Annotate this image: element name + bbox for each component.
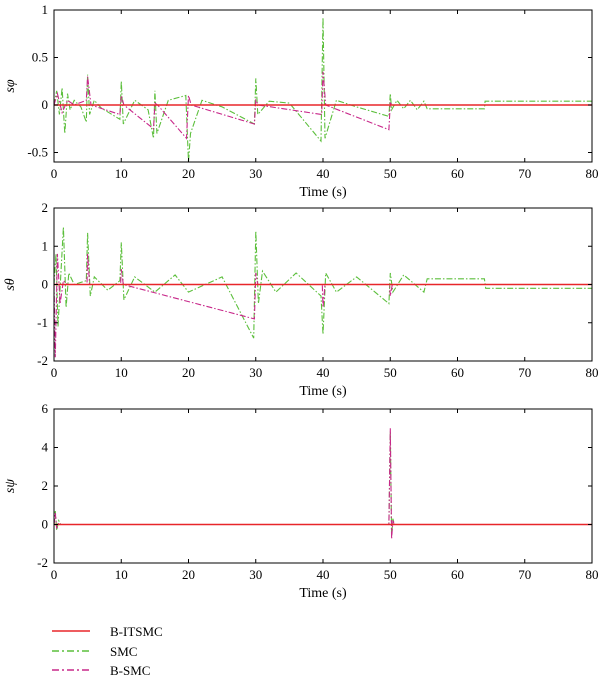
y-axis-label: sψ [3, 479, 18, 493]
y-tick-label: 0 [42, 97, 49, 112]
x-tick-label: 20 [182, 365, 195, 380]
x-tick-label: 0 [51, 365, 58, 380]
x-axis-label: Time (s) [299, 185, 347, 200]
x-tick-label: 30 [249, 567, 262, 582]
legend-label-smc: SMC [110, 644, 137, 659]
x-tick-label: 40 [317, 365, 330, 380]
legend-label-b-smc: B-SMC [110, 663, 150, 678]
x-tick-label: 0 [51, 567, 58, 582]
y-tick-label: 4 [42, 440, 49, 455]
series-smc-line [53, 432, 592, 537]
series-smc-line [53, 227, 592, 339]
x-tick-label: 30 [249, 365, 262, 380]
y-tick-label: 2 [42, 200, 49, 215]
x-axis-label: Time (s) [299, 586, 347, 601]
x-tick-label: 60 [451, 365, 464, 380]
x-tick-label: 50 [384, 365, 397, 380]
y-tick-label: 0 [42, 277, 49, 292]
y-tick-label: 0 [42, 517, 49, 532]
y-tick-label: -0.5 [27, 145, 48, 160]
y-axis-label: sθ [3, 278, 18, 290]
x-tick-label: 70 [518, 166, 531, 181]
x-tick-label: 10 [115, 365, 128, 380]
y-tick-label: 1 [42, 238, 49, 253]
x-tick-label: 0 [51, 166, 58, 181]
y-tick-label: -2 [37, 353, 48, 368]
x-tick-label: 10 [115, 166, 128, 181]
x-tick-label: 70 [518, 567, 531, 582]
subplot-2: 0 10 20 30 40 50 60 70 80 -2 -1 0 1 2 Time (s) sθ [3, 200, 599, 399]
y-tick-label: 2 [42, 478, 49, 493]
y-tick-label: -1 [37, 315, 48, 330]
series-b-smc-line [53, 428, 592, 539]
x-tick-label: 20 [182, 166, 195, 181]
y-tick-label: 6 [42, 401, 49, 416]
x-tick-label: 70 [518, 365, 531, 380]
y-tick-label: 1 [42, 2, 49, 17]
x-tick-label: 80 [586, 365, 599, 380]
x-tick-label: 10 [115, 567, 128, 582]
x-tick-label: 50 [384, 166, 397, 181]
series-b-smc-line [53, 253, 592, 358]
plot-frame [53, 408, 593, 564]
legend-label-b-itsmc: B-ITSMC [110, 624, 163, 639]
x-axis-label: Time (s) [299, 384, 347, 399]
y-tick-label: 0.5 [32, 50, 48, 65]
x-tick-label: 50 [384, 567, 397, 582]
x-tick-label: 30 [249, 166, 262, 181]
x-tick-label: 20 [182, 567, 195, 582]
x-tick-label: 80 [586, 166, 599, 181]
legend: B-ITSMC SMC B-SMC [52, 624, 163, 678]
x-tick-label: 40 [317, 567, 330, 582]
series-smc-line [53, 17, 592, 163]
x-tick-label: 40 [317, 166, 330, 181]
x-tick-label: 80 [586, 567, 599, 582]
x-tick-label: 60 [451, 567, 464, 582]
y-tick-label: -2 [37, 555, 48, 570]
y-axis-label: sφ [3, 79, 18, 92]
x-tick-label: 60 [451, 166, 464, 181]
